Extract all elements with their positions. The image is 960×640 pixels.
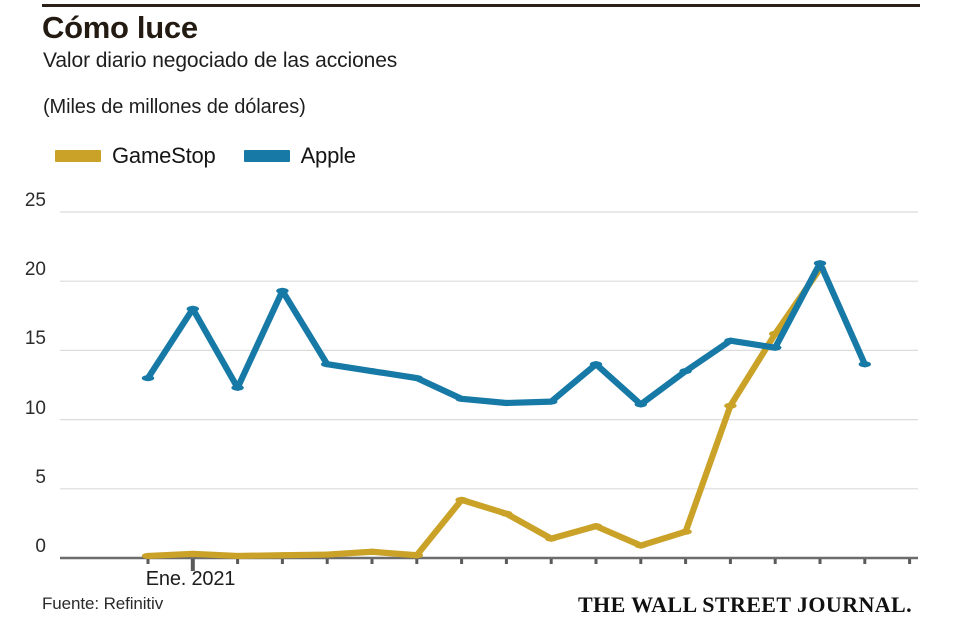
y-axis-tick-label: 15 xyxy=(24,328,46,350)
legend-swatch-apple xyxy=(243,150,290,162)
source-note: Fuente: Refinitiv xyxy=(42,594,164,613)
legend-label-gamestop: GameStop xyxy=(112,143,216,168)
chart-subtitle: Valor diario negociado de las acciones xyxy=(43,49,398,72)
x-axis-tick-label: Ene. 2021 xyxy=(145,568,236,590)
legend-item-apple: Apple xyxy=(243,143,356,169)
chart-legend: GameStop Apple xyxy=(55,143,356,169)
legend-swatch-gamestop xyxy=(55,150,101,162)
legend-label-apple: Apple xyxy=(300,143,356,168)
wsj-brand: THE WALL STREET JOURNAL. xyxy=(577,592,912,617)
y-axis-tick-label: 10 xyxy=(24,397,46,419)
chart-units-label: (Miles de millones de dólares) xyxy=(43,96,306,118)
page-title: Cómo luce xyxy=(42,10,198,45)
legend-item-gamestop: GameStop xyxy=(55,143,216,169)
header-rule xyxy=(42,4,920,7)
y-axis-tick-label: 5 xyxy=(35,466,46,488)
y-axis-tick-label: 0 xyxy=(35,536,46,557)
y-axis-tick-label: 20 xyxy=(24,259,46,281)
y-axis-tick-label: 25 xyxy=(24,190,46,211)
